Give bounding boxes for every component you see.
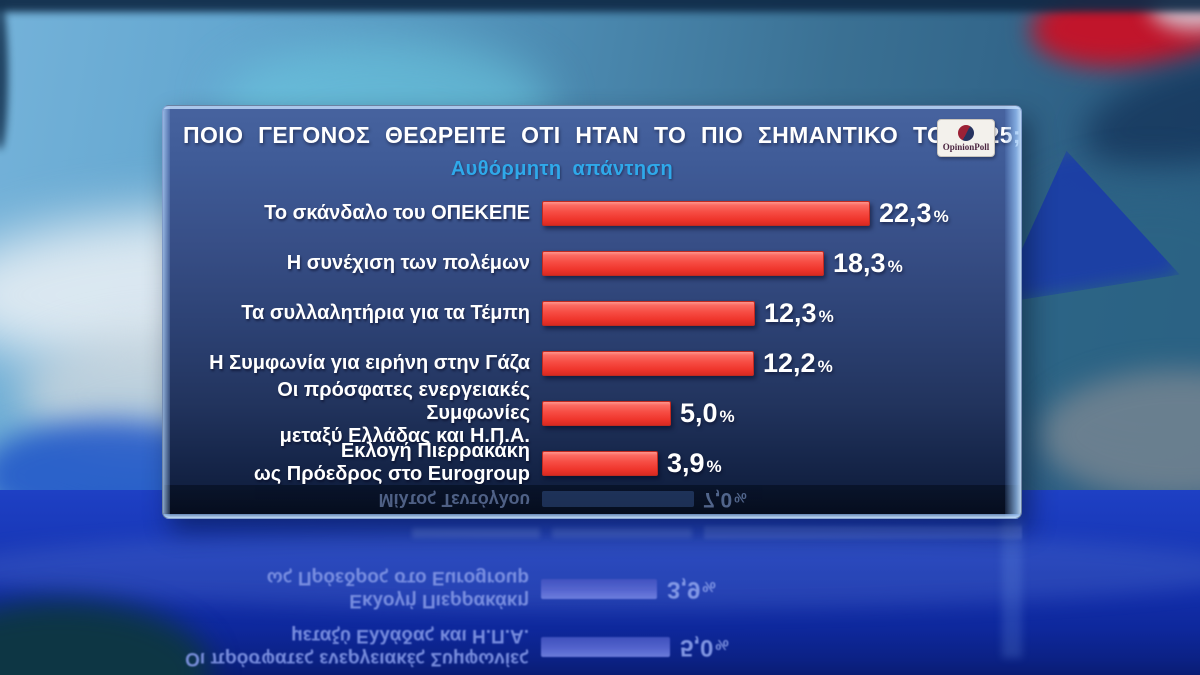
band-value-number: 7,0 bbox=[703, 488, 733, 512]
row-value-number: 12,2 bbox=[763, 347, 816, 378]
row-bar bbox=[541, 637, 670, 657]
panel-bevel-right bbox=[1005, 106, 1021, 518]
ghost-label-2 bbox=[552, 528, 692, 538]
row-bar bbox=[542, 450, 658, 476]
percent-sign: % bbox=[715, 636, 729, 653]
panel-bevel-left bbox=[163, 106, 170, 518]
row-label: Η συνέχιση των πολέμων bbox=[286, 251, 530, 274]
percent-sign: % bbox=[818, 306, 834, 326]
panel-bottom-reflection-band: Μίλτος Τεντόγλου 7,0% bbox=[164, 485, 1020, 514]
row-value: 12,2% bbox=[763, 348, 833, 379]
percent-sign: % bbox=[734, 490, 747, 507]
chart-row: Η Συμφωνία για ειρήνη στην Γάζα 12,2% bbox=[177, 338, 1009, 388]
row-value-number: 22,3 bbox=[879, 197, 932, 228]
row-value: 22,3% bbox=[879, 198, 949, 229]
row-value: 3,9% bbox=[667, 575, 716, 603]
row-value-number: 3,9 bbox=[667, 576, 701, 603]
row-label: Το σκάνδαλο του ΟΠΕΚΕΠΕ bbox=[264, 201, 530, 224]
panel-bevel-bottom bbox=[163, 514, 1021, 518]
percent-sign: % bbox=[706, 456, 722, 476]
row-value-number: 5,0 bbox=[680, 634, 714, 661]
percent-sign: % bbox=[702, 578, 716, 595]
row-value-number: 12,3 bbox=[764, 297, 817, 328]
band-row-label: Μίλτος Τεντόγλου bbox=[378, 490, 530, 510]
row-label: Οι πρόσφατες ενεργειακές Συμφωνίες μεταξ… bbox=[277, 378, 530, 447]
row-value: 5,0% bbox=[680, 398, 735, 429]
row-value-number: 18,3 bbox=[833, 247, 886, 278]
opinionpoll-logo-text: OpinionPoll bbox=[942, 141, 990, 152]
panel-reflection: Εκλογή Πιερρακάκη ως Πρόεδρος στο Eurogr… bbox=[162, 521, 1022, 675]
reflection-ghost-row bbox=[412, 525, 1022, 541]
chart-row: Οι πρόσφατες ενεργειακές Συμφωνίες μεταξ… bbox=[162, 617, 1022, 675]
row-label: Εκλογή Πιερρακάκη ως Πρόεδρος στο Eurogr… bbox=[253, 440, 530, 485]
chart-row: Οι πρόσφατες ενεργειακές Συμφωνίες μεταξ… bbox=[177, 379, 1009, 447]
chart-row: Εκλογή Πιερρακάκη ως Πρόεδρος στο Eurogr… bbox=[177, 438, 1009, 488]
opinionpoll-logo: OpinionPoll bbox=[937, 119, 995, 157]
row-bar bbox=[542, 300, 755, 326]
row-value: 12,3% bbox=[764, 298, 834, 329]
row-bar bbox=[542, 400, 671, 426]
chart-row: Εκλογή Πιερρακάκη ως Πρόεδρος στο Eurogr… bbox=[162, 559, 1022, 619]
band-row-bar bbox=[542, 491, 694, 508]
row-bar bbox=[542, 200, 870, 226]
chart-row: Η συνέχιση των πολέμων 18,3% bbox=[177, 238, 1009, 288]
percent-sign: % bbox=[817, 356, 833, 376]
percent-sign: % bbox=[887, 256, 903, 276]
floor-bevel-reflection bbox=[1002, 518, 1022, 658]
row-value: 18,3% bbox=[833, 248, 903, 279]
panel-bevel-top bbox=[163, 106, 1021, 109]
row-value: 3,9% bbox=[667, 448, 722, 479]
bg-top-edge bbox=[0, 0, 1200, 12]
chart-row: Το σκάνδαλο του ΟΠΕΚΕΠΕ 22,3% bbox=[177, 188, 1009, 238]
row-label: Εκλογή Πιερρακάκη ως Πρόεδρος στο Eurogr… bbox=[266, 567, 529, 611]
row-value-number: 5,0 bbox=[680, 397, 718, 428]
chart-row: Τα συλλαλητήρια για τα Τέμπη 12,3% bbox=[177, 288, 1009, 338]
poll-subtitle: Αυθόρμητη απάντηση bbox=[450, 158, 674, 180]
ghost-label bbox=[412, 528, 540, 538]
band-row-value: 7,0% bbox=[703, 488, 747, 512]
bg-left-edge bbox=[0, 0, 8, 150]
row-label: Οι πρόσφατες ενεργειακές Συμφωνίες μεταξ… bbox=[185, 625, 529, 669]
poll-question-title: ΠΟΙΟ ΓΕΓΟΝΟΣ ΘΕΩΡΕΙΤΕ ΟΤΙ ΗΤΑΝ ΤΟ ΠΙΟ ΣΗ… bbox=[183, 122, 1021, 148]
row-label: Η Συμφωνία για ειρήνη στην Γάζα bbox=[209, 351, 530, 374]
row-value: 5,0% bbox=[680, 633, 729, 661]
bar-chart-rows: Το σκάνδαλο του ΟΠΕΚΕΠΕ 22,3% Η συνέχιση τ… bbox=[177, 188, 1009, 488]
row-value-number: 3,9 bbox=[667, 447, 705, 478]
ghost-bar bbox=[704, 526, 1022, 539]
percent-sign: % bbox=[719, 406, 735, 426]
opinionpoll-circle-icon bbox=[958, 124, 974, 141]
row-bar bbox=[542, 350, 754, 376]
row-bar bbox=[541, 579, 657, 599]
row-bar bbox=[542, 250, 824, 276]
percent-sign: % bbox=[933, 206, 949, 226]
poll-panel: ΠΟΙΟ ΓΕΓΟΝΟΣ ΘΕΩΡΕΙΤΕ ΟΤΙ ΗΤΑΝ ΤΟ ΠΙΟ ΣΗ… bbox=[162, 105, 1022, 519]
row-label: Τα συλλαλητήρια για τα Τέμπη bbox=[241, 301, 530, 324]
